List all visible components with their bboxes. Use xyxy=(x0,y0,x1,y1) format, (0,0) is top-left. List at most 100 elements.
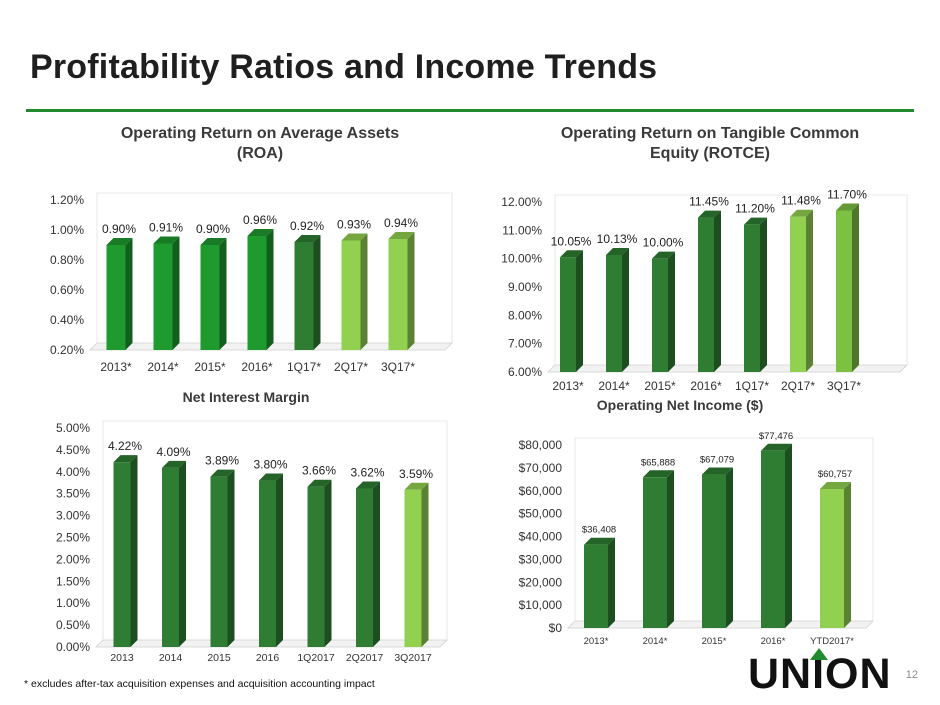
income-bar xyxy=(820,489,844,628)
income-ytick-label: $0 xyxy=(549,621,563,635)
nim-data-label: 3.66% xyxy=(302,464,336,478)
nim-ytick-label: 1.00% xyxy=(56,596,90,610)
roa-bar-side xyxy=(313,235,321,350)
nim-ytick-label: 2.50% xyxy=(56,531,90,545)
rotce-ytick-label: 8.00% xyxy=(508,308,542,322)
income-category-label: 2015* xyxy=(702,636,727,647)
roa-bar xyxy=(200,245,220,350)
rotce-data-label: 11.70% xyxy=(827,188,867,202)
income-bar-top xyxy=(702,467,733,475)
rotce-data-label: 10.05% xyxy=(551,234,592,248)
income-bar-top xyxy=(584,537,615,545)
union-logo: UNION xyxy=(748,648,900,698)
title-divider xyxy=(26,109,914,112)
rotce-bar-side xyxy=(760,217,767,372)
nim-data-label: 4.22% xyxy=(108,439,142,453)
income-bar-side xyxy=(726,467,733,628)
income-bar xyxy=(702,474,726,628)
income-ytick-label: $50,000 xyxy=(519,507,563,521)
income-back-wall xyxy=(574,437,874,621)
nim-back-wall xyxy=(102,420,448,640)
nim-ytick-label: 4.00% xyxy=(56,465,90,479)
roa-bar-top xyxy=(247,229,274,236)
income-data-label: $60,757 xyxy=(818,469,852,480)
roa-category-label: 3Q17* xyxy=(381,360,415,374)
income-bar-top xyxy=(820,482,851,490)
rotce-bar xyxy=(606,254,622,372)
rotce-data-label: 10.13% xyxy=(597,232,638,246)
nim-bar-side xyxy=(373,481,380,647)
nim-ytick-label: 1.50% xyxy=(56,574,90,588)
rotce-bar xyxy=(698,217,714,372)
footnote: * excludes after-tax acquisition expense… xyxy=(24,678,375,690)
nim-data-label: 3.62% xyxy=(350,465,384,479)
roa-bar-top xyxy=(153,236,180,244)
income-bar-side xyxy=(844,482,851,628)
income-data-label: $67,079 xyxy=(700,455,734,466)
income-category-label: 2016* xyxy=(761,636,786,647)
income-ytick-label: $40,000 xyxy=(519,530,563,544)
income-category-label: YTD2017* xyxy=(810,636,854,647)
income-bar xyxy=(584,544,608,628)
income-title-line-0: Operating Net Income ($) xyxy=(597,397,763,413)
nim-ytick-label: 0.50% xyxy=(56,618,90,632)
nim-bar-top xyxy=(113,455,138,463)
income-bar-side xyxy=(667,470,674,628)
rotce-bar-top xyxy=(790,209,813,217)
rotce-bar-side xyxy=(852,203,859,372)
roa-category-label: 2014* xyxy=(147,360,179,374)
rotce-bar-top xyxy=(652,251,675,259)
nim-bar-side xyxy=(179,460,186,647)
roa-category-label: 1Q17* xyxy=(287,360,321,374)
nim-category-label: 2Q2017 xyxy=(346,652,384,664)
nim-data-label: 3.80% xyxy=(253,458,287,472)
rotce-back-wall xyxy=(554,194,908,365)
rotce-bar xyxy=(744,224,760,372)
nim-ytick-label: 2.00% xyxy=(56,552,90,566)
roa-data-label: 0.90% xyxy=(102,222,136,236)
income-ytick-label: $20,000 xyxy=(519,575,563,589)
roa-ytick-label: 0.80% xyxy=(50,253,84,267)
rotce-bar-side xyxy=(806,209,813,372)
rotce-data-label: 11.20% xyxy=(735,202,775,216)
rotce-data-label: 11.48% xyxy=(781,194,821,208)
income-bar xyxy=(643,477,667,628)
nim-bar xyxy=(307,486,325,647)
nim-bar-top xyxy=(162,460,186,468)
nim-category-label: 2013 xyxy=(110,652,134,664)
nim-ytick-label: 5.00% xyxy=(56,421,90,435)
rotce-category-label: 2016* xyxy=(690,379,722,393)
roa-category-label: 2016* xyxy=(241,360,273,374)
nim-bar-top xyxy=(259,473,283,481)
roa-bar xyxy=(294,242,314,350)
income-data-label: $65,888 xyxy=(641,457,675,468)
roa-data-label: 0.96% xyxy=(243,213,277,227)
income-data-label: $77,476 xyxy=(759,431,793,442)
income-ytick-label: $30,000 xyxy=(519,552,563,566)
roa-bar-side xyxy=(360,233,368,350)
roa-ytick-label: 0.60% xyxy=(50,283,84,297)
nim-bar-top xyxy=(356,481,380,489)
roa-bar-top xyxy=(200,238,227,245)
rotce-bar xyxy=(790,216,806,372)
rotce-bar-side xyxy=(714,210,721,372)
rotce-title-line-1: Equity (ROTCE) xyxy=(650,145,770,162)
roa-data-label: 0.91% xyxy=(149,221,183,235)
nim-bar-side xyxy=(276,473,283,647)
rotce-bar-top xyxy=(744,217,767,225)
roa-title-line-1: (ROA) xyxy=(237,145,283,162)
rotce-bar-top xyxy=(836,203,859,211)
nim-bar-top xyxy=(210,469,235,477)
income-data-label: $36,408 xyxy=(582,525,616,536)
nim-bar-top xyxy=(404,482,429,490)
nim-data-label: 3.59% xyxy=(399,467,433,481)
nim-bar xyxy=(162,467,179,647)
nim-data-label: 3.89% xyxy=(205,454,239,468)
income-category-label: 2013* xyxy=(584,636,609,647)
income-ytick-label: $10,000 xyxy=(519,598,563,612)
rotce-bar-side xyxy=(576,250,583,372)
rotce-category-label: 3Q17* xyxy=(827,379,861,393)
logo-leaf-icon xyxy=(810,648,828,660)
